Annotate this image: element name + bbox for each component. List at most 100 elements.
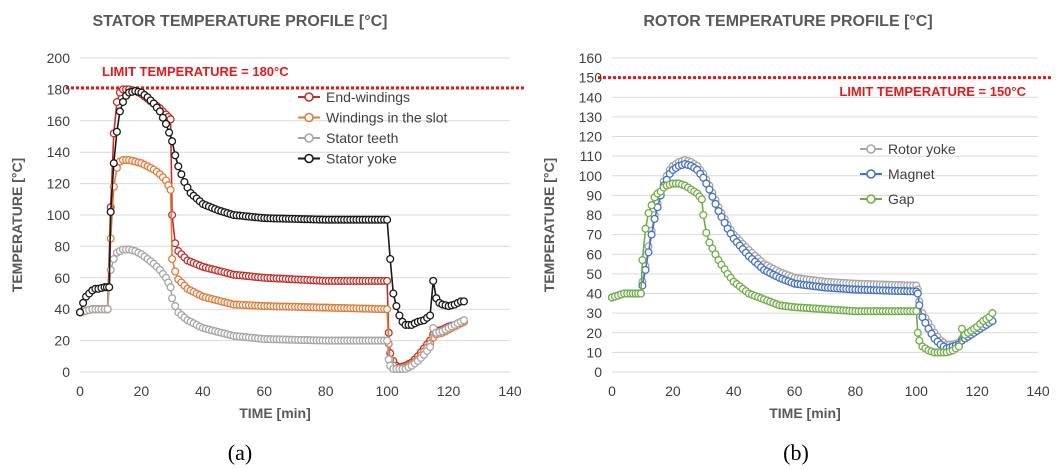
y-tick-label: 120 xyxy=(47,176,71,192)
legend-swatch-marker xyxy=(866,144,876,154)
data-point xyxy=(166,185,175,194)
y-tick-label: 80 xyxy=(586,207,602,223)
y-tick-label: 110 xyxy=(580,148,603,164)
y-tick-label: 0 xyxy=(594,364,602,380)
x-tick-label: 60 xyxy=(787,383,803,399)
data-point xyxy=(697,195,706,204)
data-point xyxy=(79,298,88,307)
y-tick-label: 160 xyxy=(47,113,71,129)
x-tick-label: 0 xyxy=(608,383,616,399)
series-line xyxy=(79,90,464,326)
data-point xyxy=(647,230,656,239)
data-point xyxy=(395,311,404,320)
data-point xyxy=(177,170,186,179)
x-tick-label: 80 xyxy=(318,383,334,399)
data-point xyxy=(383,305,392,314)
data-point xyxy=(112,127,121,136)
data-point xyxy=(641,224,650,233)
legend-label: Stator yoke xyxy=(326,151,397,167)
x-tick-label: 100 xyxy=(905,383,929,399)
data-point xyxy=(426,311,435,320)
x-axis-label: TIME [min] xyxy=(239,405,311,421)
x-tick-label: 140 xyxy=(498,383,522,399)
data-point xyxy=(171,267,180,276)
data-point xyxy=(109,159,118,168)
x-tick-label: 60 xyxy=(256,383,272,399)
y-tick-label: 20 xyxy=(586,325,602,341)
y-tick-label: 100 xyxy=(47,207,71,223)
data-point xyxy=(166,115,175,124)
legend-item: Rotor yoke xyxy=(860,141,956,157)
data-point xyxy=(174,162,183,171)
data-point xyxy=(171,239,180,248)
x-tick-label: 120 xyxy=(965,383,989,399)
data-point xyxy=(954,342,963,351)
y-tick-label: 20 xyxy=(54,333,70,349)
data-point xyxy=(103,305,112,314)
data-point xyxy=(171,302,180,311)
panel-caption: (b) xyxy=(783,440,809,465)
legend-label: Stator teeth xyxy=(326,130,398,146)
data-point xyxy=(641,265,650,274)
data-point xyxy=(708,192,717,201)
chart-panel-a: STATOR TEMPERATURE PROFILE [°C] LIMIT TE… xyxy=(9,13,524,465)
legend-label: Windings in the slot xyxy=(326,110,448,126)
y-tick-label: 150 xyxy=(579,70,603,86)
y-tick-label: 40 xyxy=(586,286,602,302)
data-point xyxy=(115,107,124,116)
legend-swatch-marker xyxy=(866,169,876,179)
data-point xyxy=(155,107,164,116)
x-tick-label: 0 xyxy=(76,383,84,399)
x-tick-label: 140 xyxy=(1026,383,1050,399)
data-point xyxy=(106,207,115,216)
data-point xyxy=(647,201,656,210)
y-tick-label: 90 xyxy=(586,187,602,203)
data-point xyxy=(392,302,401,311)
series-stator-yoke xyxy=(75,86,468,329)
legend-item: Stator teeth xyxy=(298,130,398,146)
legend-label: Rotor yoke xyxy=(888,141,956,157)
panel-caption: (a) xyxy=(228,440,252,465)
y-tick-label: 100 xyxy=(579,168,603,184)
legend-item: End-windings xyxy=(298,89,410,105)
data-point xyxy=(389,289,398,298)
chart-panel-b: ROTOR TEMPERATURE PROFILE [°C] LIMIT TEM… xyxy=(528,0,1056,470)
series-gap xyxy=(607,179,997,357)
limit-label: LIMIT TEMPERATURE = 150°C xyxy=(839,84,1026,99)
legend-label: Magnet xyxy=(888,166,935,182)
data-point xyxy=(383,336,392,345)
y-tick-label: 40 xyxy=(54,301,70,317)
data-point xyxy=(168,254,177,264)
data-point xyxy=(702,228,711,237)
data-point xyxy=(429,276,438,285)
limit-label: LIMIT TEMPERATURE = 180°C xyxy=(102,64,289,79)
data-point xyxy=(913,289,922,298)
data-point xyxy=(638,256,647,265)
data-point xyxy=(644,248,653,257)
y-tick-label: 120 xyxy=(579,129,603,145)
y-tick-label: 70 xyxy=(586,227,602,243)
rotor-chart-svg: ROTOR TEMPERATURE PROFILE [°C] LIMIT TEM… xyxy=(541,13,1052,465)
y-tick-label: 60 xyxy=(54,270,70,286)
chart-title: STATOR TEMPERATURE PROFILE [°C] xyxy=(93,13,388,30)
series-stator-teeth xyxy=(75,245,468,373)
data-point xyxy=(913,328,922,337)
x-tick-label: 100 xyxy=(375,383,399,399)
stator-chart-svg: STATOR TEMPERATURE PROFILE [°C] LIMIT TE… xyxy=(9,13,524,465)
y-tick-label: 60 xyxy=(586,246,602,262)
legend-swatch-marker xyxy=(304,92,314,102)
data-point xyxy=(161,119,171,128)
data-point xyxy=(912,307,921,316)
x-tick-label: 120 xyxy=(437,383,461,399)
data-point xyxy=(105,283,114,292)
x-axis-label: TIME [min] xyxy=(769,405,841,421)
data-point xyxy=(459,297,468,306)
legend-swatch-marker xyxy=(304,133,314,143)
y-tick-label: 80 xyxy=(54,238,70,254)
data-point xyxy=(168,137,177,146)
data-point xyxy=(636,289,645,298)
data-point xyxy=(165,128,174,137)
y-tick-label: 200 xyxy=(47,50,71,66)
data-point xyxy=(383,215,392,224)
y-axis-label: TEMPERATURE [°C] xyxy=(9,158,25,292)
